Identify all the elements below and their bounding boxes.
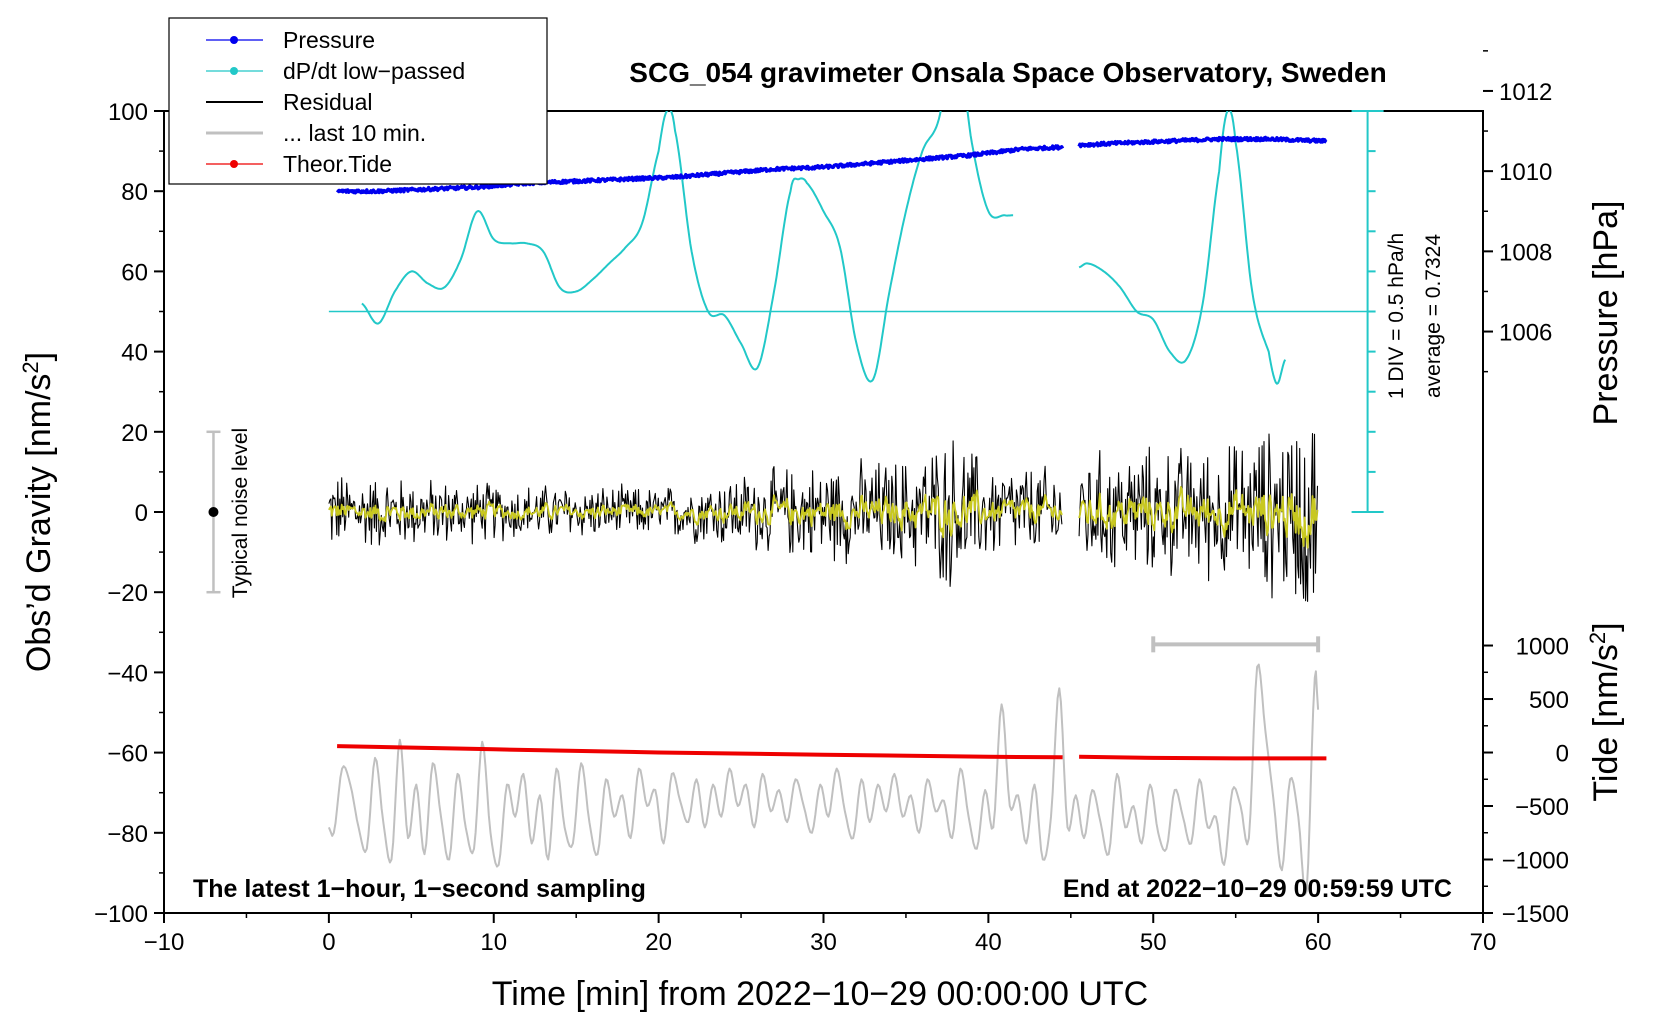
legend-item-pressure: Pressure [206,27,375,53]
legend-label-residual: Residual [283,89,373,115]
legend-item-residual: Residual [206,89,373,115]
tide-line-1 [1079,754,1327,761]
residual-line-1 [1078,433,1319,602]
chart-title: SCG_054 gravimeter Onsala Space Observat… [629,57,1386,88]
y-tick-label: −40 [107,660,148,687]
legend-label-last10: ... last 10 min. [283,120,426,146]
x-tick-label: 60 [1305,929,1332,956]
legend-label-tide: Theor.Tide [283,151,392,177]
y-tick-label: 60 [121,259,148,286]
noise-level-bar [206,430,221,594]
pressure-line-1 [1077,135,1328,149]
legend-item-tide: Theor.Tide [206,151,392,177]
tide-tick-label: 0 [1556,741,1569,768]
residual-lowpassed-line-0 [328,489,1063,539]
y-tick-label: −20 [107,580,148,607]
x-tick-label: 30 [810,929,837,956]
y-axis-label-pressure: Pressure [hPa] [1587,201,1625,426]
residual-line-0 [328,440,1063,587]
legend-item-last10: ... last 10 min. [206,120,426,146]
y-tick-label: −60 [107,741,148,768]
legend-marker-tide [230,160,238,168]
pressure-tick-label: 1012 [1499,79,1552,106]
legend-label-dpdt: dP/dt low−passed [283,58,465,84]
y-axis-label-gravity: Obs’d Gravity [nm/s2] [18,352,58,672]
noise-bar-center-dot [208,507,219,517]
pressure-tick-label: 1008 [1499,239,1552,266]
legend-marker-dpdt [230,67,238,75]
tide-tick-label: −1000 [1502,848,1569,875]
x-tick-label: 10 [480,929,507,956]
noise-level-label: Typical noise level [229,428,252,598]
y-axis-tide: −1500 −1000 −500 0 500 1000 [1483,634,1569,928]
legend-item-dpdt: dP/dt low−passed [206,58,465,84]
pressure-series [335,135,1328,195]
pressure-tick-label: 1010 [1499,159,1552,186]
residual-lowpassed-line-1 [1078,485,1319,549]
x-tick-label: 20 [645,929,672,956]
dpdt-scale-bar [1351,110,1384,513]
y-tick-label: 40 [121,340,148,367]
x-axis-label: Time [min] from 2022−10−29 00:00:00 UTC [492,975,1148,1013]
y-tick-label: 100 [108,99,148,126]
tide-tick-label: 500 [1529,687,1569,714]
y-tick-label: −80 [107,821,148,848]
dpdt-average-label: average = 0.7324 [1422,234,1445,398]
y-tick-label: 20 [121,420,148,447]
tide-tick-label: 1000 [1516,634,1569,661]
x-tick-label: 70 [1470,929,1497,956]
pressure-tick-label: 1006 [1499,320,1552,347]
tide-tick-label: −1500 [1502,901,1569,928]
tide-tick-label: −500 [1515,794,1569,821]
x-tick-label: 0 [322,929,335,956]
last-10-min-line [327,663,1320,896]
tide-line-0 [337,744,1063,760]
y-tick-label: 80 [121,179,148,206]
y-axis-gravity: −100 −80 −60 −40 −20 0 20 40 60 80 100 [94,99,164,928]
x-tick-label: 40 [975,929,1002,956]
legend-label-pressure: Pressure [283,27,375,53]
dpdt-line-0 [361,111,1014,383]
legend: Pressure dP/dt low−passed Residual ... l… [168,17,548,185]
dpdt-series [361,111,1287,385]
y-tick-label: 0 [135,500,148,527]
residual-series [328,433,1319,602]
legend-marker-pressure [230,36,238,44]
dpdt-line-1 [1078,111,1287,385]
last-10-min-bar [1151,636,1321,653]
note-left: The latest 1−hour, 1−second sampling [193,875,646,903]
x-tick-label: 50 [1140,929,1167,956]
note-right: End at 2022−10−29 00:59:59 UTC [1063,875,1452,903]
y-axis-label-tide: Tide [nm/s2] [1585,622,1625,801]
x-tick-label: −10 [144,929,185,956]
pressure-line-0 [335,144,1065,195]
dpdt-div-label: 1 DIV = 0.5 hPa/h [1385,233,1408,399]
last-10-min-series [327,663,1320,896]
y-tick-label: −100 [94,901,148,928]
x-axis: −10 0 10 20 30 40 50 60 70 [144,913,1497,956]
residual-lowpassed-series [328,485,1319,549]
theoretical-tide-series [337,744,1327,761]
y-axis-pressure: 1006 1008 1010 1012 [1483,50,1552,373]
